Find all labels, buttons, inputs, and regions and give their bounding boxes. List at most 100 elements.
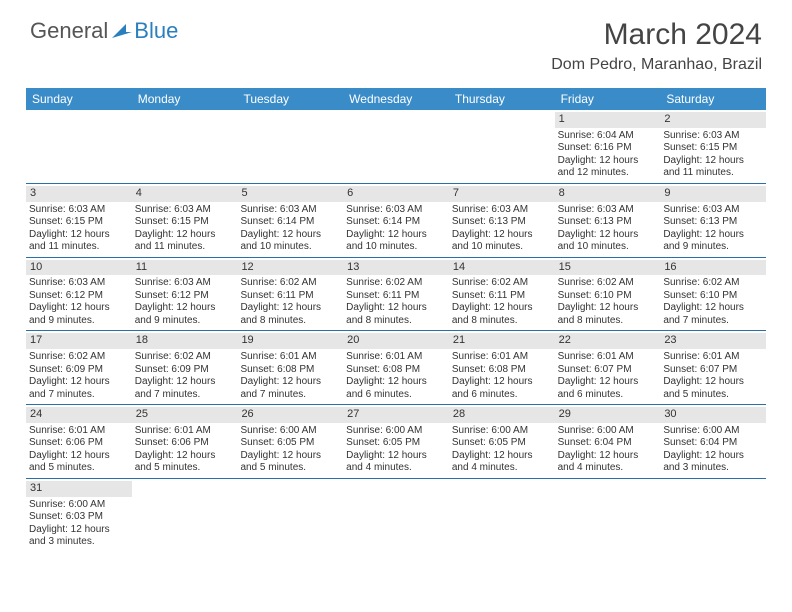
sunrise-text: Sunrise: 6:03 AM <box>240 204 340 217</box>
calendar-cell <box>132 110 238 183</box>
location-text: Dom Pedro, Maranhao, Brazil <box>551 56 762 74</box>
daylight-text: and 3 minutes. <box>29 536 129 549</box>
calendar-cell: 6Sunrise: 6:03 AMSunset: 6:14 PMDaylight… <box>343 184 449 257</box>
daylight-text: and 12 minutes. <box>558 167 658 180</box>
sunset-text: Sunset: 6:13 PM <box>452 216 552 229</box>
calendar-cell: 13Sunrise: 6:02 AMSunset: 6:11 PMDayligh… <box>343 258 449 331</box>
calendar-cell: 18Sunrise: 6:02 AMSunset: 6:09 PMDayligh… <box>132 331 238 404</box>
calendar-cell: 7Sunrise: 6:03 AMSunset: 6:13 PMDaylight… <box>449 184 555 257</box>
calendar-cell <box>237 110 343 183</box>
daylight-text: Daylight: 12 hours <box>29 376 129 389</box>
sunset-text: Sunset: 6:06 PM <box>29 437 129 450</box>
calendar-cell: 26Sunrise: 6:00 AMSunset: 6:05 PMDayligh… <box>237 405 343 478</box>
calendar-cell <box>132 479 238 552</box>
calendar-cell: 25Sunrise: 6:01 AMSunset: 6:06 PMDayligh… <box>132 405 238 478</box>
daylight-text: Daylight: 12 hours <box>240 302 340 315</box>
sunset-text: Sunset: 6:14 PM <box>240 216 340 229</box>
sunset-text: Sunset: 6:06 PM <box>135 437 235 450</box>
sunrise-text: Sunrise: 6:00 AM <box>663 425 763 438</box>
sunrise-text: Sunrise: 6:02 AM <box>240 277 340 290</box>
sunset-text: Sunset: 6:05 PM <box>452 437 552 450</box>
sunrise-text: Sunrise: 6:02 AM <box>346 277 446 290</box>
daylight-text: Daylight: 12 hours <box>558 376 658 389</box>
daylight-text: Daylight: 12 hours <box>558 302 658 315</box>
sunrise-text: Sunrise: 6:00 AM <box>29 499 129 512</box>
sunrise-text: Sunrise: 6:02 AM <box>558 277 658 290</box>
daylight-text: and 10 minutes. <box>240 241 340 254</box>
calendar-week: 24Sunrise: 6:01 AMSunset: 6:06 PMDayligh… <box>26 405 766 479</box>
day-number: 30 <box>660 407 766 423</box>
sunrise-text: Sunrise: 6:01 AM <box>346 351 446 364</box>
calendar-cell: 24Sunrise: 6:01 AMSunset: 6:06 PMDayligh… <box>26 405 132 478</box>
calendar-week: 10Sunrise: 6:03 AMSunset: 6:12 PMDayligh… <box>26 258 766 332</box>
calendar-cell: 10Sunrise: 6:03 AMSunset: 6:12 PMDayligh… <box>26 258 132 331</box>
page-title: March 2024 <box>551 18 762 52</box>
calendar-cell: 28Sunrise: 6:00 AMSunset: 6:05 PMDayligh… <box>449 405 555 478</box>
calendar-cell <box>26 110 132 183</box>
sunset-text: Sunset: 6:13 PM <box>663 216 763 229</box>
day-number: 11 <box>132 260 238 276</box>
day-number: 29 <box>555 407 661 423</box>
daylight-text: Daylight: 12 hours <box>452 229 552 242</box>
day-number: 5 <box>237 186 343 202</box>
calendar-cell: 11Sunrise: 6:03 AMSunset: 6:12 PMDayligh… <box>132 258 238 331</box>
calendar-week: 17Sunrise: 6:02 AMSunset: 6:09 PMDayligh… <box>26 331 766 405</box>
day-number: 23 <box>660 333 766 349</box>
day-number: 27 <box>343 407 449 423</box>
daylight-text: and 8 minutes. <box>452 315 552 328</box>
daylight-text: Daylight: 12 hours <box>663 155 763 168</box>
sunrise-text: Sunrise: 6:03 AM <box>29 277 129 290</box>
daylight-text: and 5 minutes. <box>240 462 340 475</box>
daylight-text: and 8 minutes. <box>346 315 446 328</box>
sunset-text: Sunset: 6:11 PM <box>240 290 340 303</box>
sunset-text: Sunset: 6:07 PM <box>663 364 763 377</box>
day-number: 15 <box>555 260 661 276</box>
daylight-text: and 4 minutes. <box>558 462 658 475</box>
sunrise-text: Sunrise: 6:03 AM <box>663 130 763 143</box>
calendar-cell: 21Sunrise: 6:01 AMSunset: 6:08 PMDayligh… <box>449 331 555 404</box>
daylight-text: and 7 minutes. <box>29 389 129 402</box>
daylight-text: and 6 minutes. <box>558 389 658 402</box>
day-number: 28 <box>449 407 555 423</box>
calendar-cell: 29Sunrise: 6:00 AMSunset: 6:04 PMDayligh… <box>555 405 661 478</box>
sunrise-text: Sunrise: 6:01 AM <box>558 351 658 364</box>
day-header: Tuesday <box>237 88 343 110</box>
daylight-text: Daylight: 12 hours <box>452 376 552 389</box>
weeks-container: 1Sunrise: 6:04 AMSunset: 6:16 PMDaylight… <box>26 110 766 552</box>
daylight-text: Daylight: 12 hours <box>663 376 763 389</box>
calendar-cell: 27Sunrise: 6:00 AMSunset: 6:05 PMDayligh… <box>343 405 449 478</box>
calendar-cell: 8Sunrise: 6:03 AMSunset: 6:13 PMDaylight… <box>555 184 661 257</box>
sunrise-text: Sunrise: 6:03 AM <box>663 204 763 217</box>
day-header: Saturday <box>660 88 766 110</box>
calendar-cell: 31Sunrise: 6:00 AMSunset: 6:03 PMDayligh… <box>26 479 132 552</box>
calendar-cell: 17Sunrise: 6:02 AMSunset: 6:09 PMDayligh… <box>26 331 132 404</box>
day-number: 19 <box>237 333 343 349</box>
logo: General Blue <box>30 18 178 46</box>
sunset-text: Sunset: 6:15 PM <box>663 142 763 155</box>
sunset-text: Sunset: 6:14 PM <box>346 216 446 229</box>
day-header: Sunday <box>26 88 132 110</box>
daylight-text: and 4 minutes. <box>346 462 446 475</box>
day-number: 7 <box>449 186 555 202</box>
daylight-text: and 8 minutes. <box>558 315 658 328</box>
calendar-cell: 4Sunrise: 6:03 AMSunset: 6:15 PMDaylight… <box>132 184 238 257</box>
daylight-text: and 10 minutes. <box>558 241 658 254</box>
sunrise-text: Sunrise: 6:00 AM <box>558 425 658 438</box>
daylight-text: Daylight: 12 hours <box>29 450 129 463</box>
day-number: 13 <box>343 260 449 276</box>
day-number: 12 <box>237 260 343 276</box>
daylight-text: and 11 minutes. <box>663 167 763 180</box>
daylight-text: and 9 minutes. <box>135 315 235 328</box>
sunrise-text: Sunrise: 6:01 AM <box>452 351 552 364</box>
day-number: 2 <box>660 112 766 128</box>
sunset-text: Sunset: 6:03 PM <box>29 511 129 524</box>
flag-icon <box>112 18 132 44</box>
day-number: 21 <box>449 333 555 349</box>
logo-text-general: General <box>30 18 108 44</box>
calendar-cell <box>555 479 661 552</box>
daylight-text: Daylight: 12 hours <box>346 450 446 463</box>
calendar-cell: 23Sunrise: 6:01 AMSunset: 6:07 PMDayligh… <box>660 331 766 404</box>
sunrise-text: Sunrise: 6:02 AM <box>663 277 763 290</box>
calendar-cell: 14Sunrise: 6:02 AMSunset: 6:11 PMDayligh… <box>449 258 555 331</box>
daylight-text: Daylight: 12 hours <box>346 302 446 315</box>
